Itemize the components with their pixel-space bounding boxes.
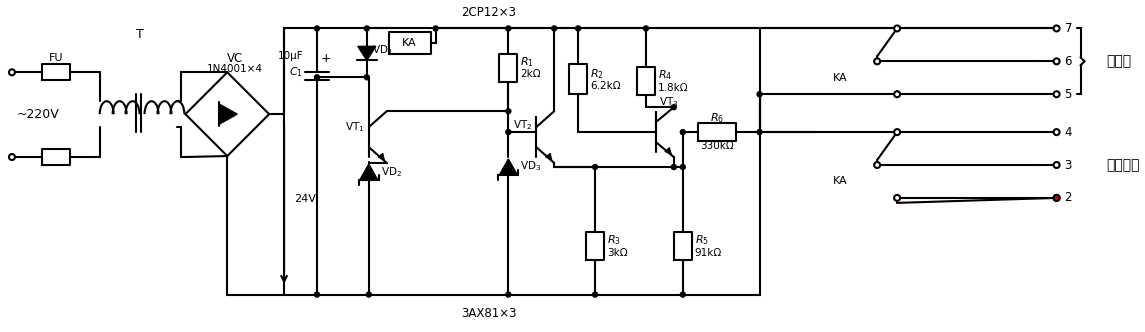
Text: 91kΩ: 91kΩ: [695, 248, 722, 258]
Circle shape: [9, 154, 15, 160]
Circle shape: [894, 195, 900, 201]
Polygon shape: [360, 164, 378, 180]
Circle shape: [874, 162, 881, 168]
Circle shape: [643, 26, 648, 31]
Circle shape: [874, 58, 881, 64]
Text: 2: 2: [1065, 191, 1072, 205]
Circle shape: [1053, 195, 1059, 201]
Text: KA: KA: [832, 73, 847, 83]
Text: VT$_2$: VT$_2$: [513, 118, 532, 132]
Text: KA: KA: [832, 176, 847, 187]
Circle shape: [680, 129, 686, 134]
Text: FU: FU: [48, 53, 63, 63]
Circle shape: [680, 292, 686, 297]
Text: $R_4$: $R_4$: [658, 68, 672, 82]
Circle shape: [315, 26, 319, 31]
Text: 2CP12×3: 2CP12×3: [461, 6, 516, 19]
Text: $R_6$: $R_6$: [710, 111, 724, 125]
Circle shape: [894, 26, 900, 32]
Text: VD$_3$: VD$_3$: [520, 159, 542, 173]
Text: 控制回路: 控制回路: [1106, 158, 1140, 172]
Circle shape: [315, 292, 319, 297]
Text: $C_1$: $C_1$: [289, 65, 303, 79]
Text: 10μF: 10μF: [277, 51, 303, 61]
Circle shape: [1053, 162, 1059, 168]
Text: 7: 7: [1065, 22, 1072, 35]
Text: 5: 5: [1065, 88, 1072, 101]
Text: 1.8kΩ: 1.8kΩ: [658, 83, 688, 93]
Text: $R_3$: $R_3$: [607, 233, 621, 247]
Text: KA: KA: [402, 39, 417, 48]
Text: ~220V: ~220V: [16, 108, 60, 121]
Text: 6.2kΩ: 6.2kΩ: [590, 81, 621, 91]
Text: 3kΩ: 3kΩ: [607, 248, 627, 258]
Text: 1N4001×4: 1N4001×4: [207, 64, 263, 74]
Text: 接电极: 接电极: [1106, 54, 1131, 68]
Circle shape: [364, 75, 370, 80]
Text: 2kΩ: 2kΩ: [520, 69, 540, 79]
Circle shape: [671, 164, 677, 170]
Text: 3: 3: [1065, 158, 1072, 172]
Text: VC: VC: [227, 52, 244, 65]
Circle shape: [1053, 129, 1059, 135]
Text: $R_5$: $R_5$: [695, 233, 709, 247]
Text: 3AX81×3: 3AX81×3: [460, 307, 516, 320]
Circle shape: [1053, 26, 1059, 32]
Text: VT$_3$: VT$_3$: [658, 95, 679, 109]
Circle shape: [1053, 58, 1059, 64]
Circle shape: [593, 164, 598, 170]
Text: VD$_1$: VD$_1$: [372, 43, 393, 57]
Circle shape: [757, 92, 763, 97]
Polygon shape: [499, 159, 518, 175]
Circle shape: [506, 109, 511, 114]
Polygon shape: [358, 46, 376, 60]
Circle shape: [894, 129, 900, 135]
Circle shape: [1053, 195, 1059, 201]
Circle shape: [552, 26, 556, 31]
Circle shape: [506, 129, 511, 134]
Text: 24V: 24V: [294, 195, 316, 205]
Text: +: +: [321, 52, 332, 65]
Circle shape: [894, 91, 900, 97]
Circle shape: [593, 292, 598, 297]
Text: T: T: [135, 28, 143, 41]
Circle shape: [671, 105, 677, 110]
Circle shape: [1053, 91, 1059, 97]
Text: VT$_1$: VT$_1$: [346, 120, 365, 134]
Text: VD$_2$: VD$_2$: [381, 165, 402, 179]
Text: $R_1$: $R_1$: [520, 55, 535, 69]
Circle shape: [364, 26, 370, 31]
Circle shape: [576, 26, 581, 31]
Circle shape: [506, 292, 511, 297]
Text: 6: 6: [1065, 55, 1072, 68]
Circle shape: [315, 75, 319, 80]
Circle shape: [680, 164, 686, 170]
Text: $R_2$: $R_2$: [590, 67, 603, 81]
Text: 4: 4: [1065, 125, 1072, 138]
Text: 330kΩ: 330kΩ: [700, 141, 734, 151]
Circle shape: [366, 292, 371, 297]
Circle shape: [506, 26, 511, 31]
Circle shape: [9, 69, 15, 75]
Circle shape: [433, 26, 439, 31]
Circle shape: [757, 129, 763, 134]
Polygon shape: [220, 104, 237, 124]
